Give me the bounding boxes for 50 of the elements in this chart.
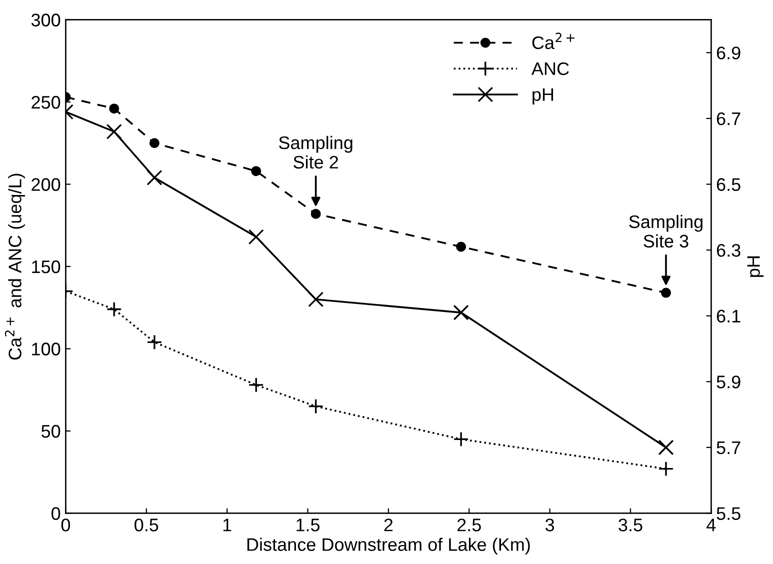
y-tick-label: 100	[32, 342, 60, 356]
point	[308, 292, 324, 308]
y-tick-label: 50	[41, 424, 60, 438]
y-tick-label: 250	[32, 96, 60, 109]
y2-tick-label: 6.1	[716, 310, 740, 323]
point	[453, 431, 469, 447]
x-tick-label: 3	[545, 518, 554, 532]
point	[310, 208, 321, 219]
x-tick-label: 2	[384, 518, 393, 532]
x-tick-label: 2.5	[457, 518, 481, 532]
x-tick-label: 4	[706, 518, 716, 532]
point	[658, 440, 674, 456]
y2-tick-label: 6.7	[716, 112, 740, 126]
legend-label: pH	[532, 88, 554, 105]
x-axis-title: Distance Downstream of Lake (Km)	[247, 538, 530, 555]
point	[146, 334, 162, 350]
legend-label: Ca$^{2+}$	[532, 32, 574, 50]
point	[146, 170, 162, 186]
y2-tick-label: 5.9	[716, 376, 740, 388]
point	[109, 104, 120, 114]
annotation: Sampling Site 2	[279, 136, 352, 169]
point	[106, 301, 122, 318]
x-tick-label: 1.5	[296, 518, 320, 532]
y-tick-label: 0	[52, 507, 60, 520]
legend-label: ANC	[531, 62, 569, 76]
y2-axis-title: pH	[747, 256, 764, 277]
x-tick-label: 3.5	[618, 518, 642, 532]
x-tick-label: 0	[61, 518, 70, 532]
annotation: Sampling Site 3	[629, 214, 702, 248]
point	[308, 398, 324, 414]
y2-tick-label: 6.5	[716, 178, 740, 191]
y-tick-label: 300	[31, 14, 60, 26]
y-tick-label: 200	[32, 178, 60, 191]
point	[106, 124, 122, 140]
y2-tick-label: 6.9	[716, 46, 740, 60]
point	[660, 288, 671, 298]
x-tick-label: 1	[223, 518, 232, 532]
point	[658, 461, 674, 477]
point	[456, 242, 466, 252]
y2-tick-label: 5.5	[716, 507, 740, 520]
x-tick-label: 0.5	[134, 518, 158, 532]
point	[248, 377, 264, 393]
y2-tick-label: 6.3	[716, 244, 740, 257]
point	[453, 304, 469, 320]
point	[149, 138, 160, 148]
point	[248, 229, 264, 245]
y-tick-label: 150	[32, 260, 60, 274]
y-axis-title: Ca$^{2+}$ and ANC (ueq/L)	[4, 174, 25, 360]
point	[251, 166, 262, 176]
y2-tick-label: 5.7	[716, 442, 740, 454]
